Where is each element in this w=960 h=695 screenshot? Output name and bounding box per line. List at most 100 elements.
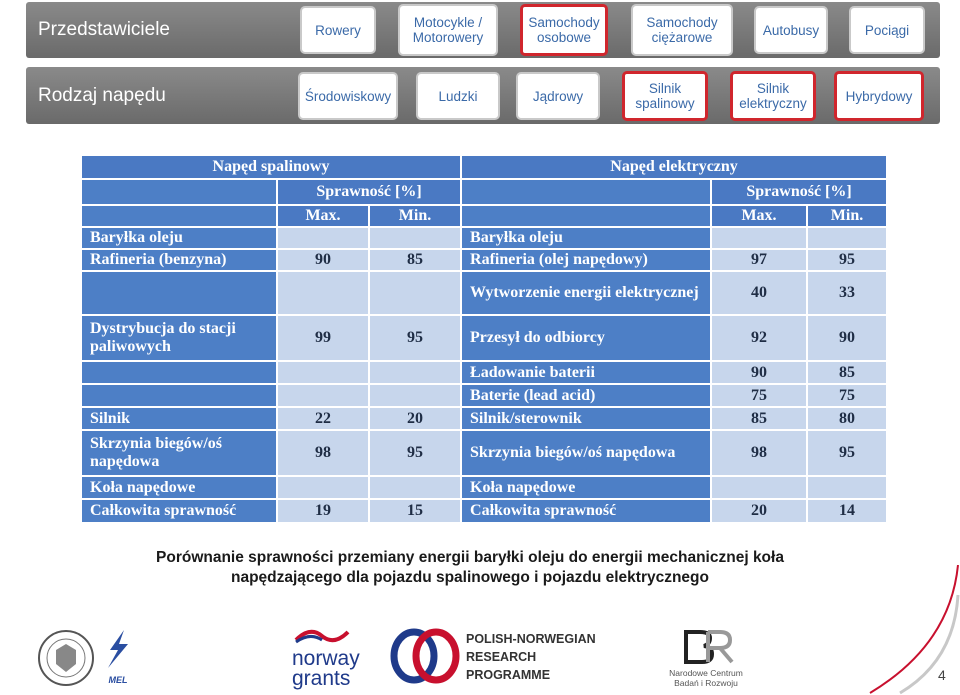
value-cell: 80 [806, 406, 889, 431]
row-label-left: Dystrybucja do stacji paliwowych [80, 314, 278, 362]
ncbr-line1: Narodowe Centrum [669, 668, 743, 678]
value-cell: 95 [367, 429, 463, 477]
page-number: 4 [938, 667, 946, 683]
norway-grants-swoosh-icon [294, 629, 350, 644]
nav-button-samochody-ciezarowe[interactable]: Samochody ciężarowe [631, 4, 733, 56]
pnrp-line2: RESEARCH [466, 650, 537, 664]
row-label-right: Skrzynia biegów/oś napędowa [460, 429, 713, 477]
value-cell: 22 [276, 406, 370, 431]
value-cell: 85 [367, 248, 463, 272]
ncbr-line2: Badań i Rozwoju [674, 678, 738, 688]
nav-button-hybrydowy[interactable]: Hybrydowy [834, 71, 924, 121]
row-label-left [80, 360, 278, 385]
table-row: Całkowita sprawność 19 15 Całkowita spra… [80, 498, 889, 524]
row-label-right: Baterie (lead acid) [460, 383, 713, 408]
table-row: Koła napędowe Koła napędowe [80, 475, 889, 500]
header-efficiency-left: Sprawność [%] [275, 178, 463, 206]
value-cell [806, 475, 889, 500]
value-cell [710, 226, 809, 250]
table-row: Rafineria (benzyna) 90 85 Rafineria (ole… [80, 248, 889, 272]
value-cell: 90 [806, 314, 889, 362]
value-cell: 98 [710, 429, 809, 477]
row-label-right: Rafineria (olej napędowy) [460, 248, 713, 272]
nav-button-samochody-osobowe[interactable]: Samochody osobowe [520, 4, 608, 56]
mel-logo: MEL [100, 628, 136, 685]
nav-button-rowery[interactable]: Rowery [300, 6, 376, 54]
row-label-right: Koła napędowe [460, 475, 713, 500]
mel-logo-text: MEL [108, 675, 128, 685]
value-cell: 15 [367, 498, 463, 524]
header-combustion: Napęd spalinowy [79, 154, 463, 180]
pnrp-line1: POLISH-NORWEGIAN [466, 632, 596, 646]
value-cell [276, 360, 370, 385]
nav-button-jadrowy[interactable]: Jądrowy [516, 72, 600, 120]
nav-button-ludzki[interactable]: Ludzki [416, 72, 500, 120]
row-label-right: Przesył do odbiorcy [460, 314, 713, 362]
header-min-left: Min. [367, 204, 463, 228]
nav-button-autobusy[interactable]: Autobusy [754, 6, 828, 54]
norway-text: norway [292, 647, 360, 670]
value-cell [806, 226, 889, 250]
pnrp-rings-icon [390, 628, 460, 684]
table-row: Baterie (lead acid) 75 75 [80, 383, 889, 408]
ncbr-br-logo-icon [684, 630, 734, 664]
nav-bar-representatives: Przedstawiciele Rowery Motocykle / Motor… [26, 2, 940, 58]
value-cell [276, 270, 370, 316]
university-seal-icon [38, 630, 94, 686]
value-cell: 75 [710, 383, 809, 408]
table-row: Silnik 22 20 Silnik/sterownik 85 80 [80, 406, 889, 431]
row-label-left: Rafineria (benzyna) [80, 248, 278, 272]
nav-button-motocykle[interactable]: Motocykle / Motorowery [398, 4, 498, 56]
value-cell [367, 383, 463, 408]
pnrp-line3: PROGRAMME [466, 668, 551, 682]
ncbr-logo-text: Narodowe Centrum Badań i Rozwoju [656, 668, 756, 688]
blank-cell [460, 204, 713, 228]
value-cell [710, 475, 809, 500]
pnrp-logo-text: POLISH-NORWEGIAN RESEARCH PROGRAMME [466, 630, 606, 684]
value-cell [276, 226, 370, 250]
nav-title-drive-type: Rodzaj napędu [38, 84, 166, 106]
table-row: Skrzynia biegów/oś napędowa 98 95 Skrzyn… [80, 429, 889, 477]
blank-cell [460, 178, 713, 206]
norway-grants-logo: norway grants [292, 626, 382, 690]
value-cell [276, 475, 370, 500]
value-cell: 95 [806, 429, 889, 477]
value-cell: 20 [367, 406, 463, 431]
value-cell: 14 [806, 498, 889, 524]
row-label-right: Ładowanie baterii [460, 360, 713, 385]
row-label-left [80, 383, 278, 408]
nav-button-srodowiskowy[interactable]: Środowiskowy [298, 72, 398, 120]
nav-button-silnik-spalinowy[interactable]: Silnik spalinowy [622, 71, 708, 121]
value-cell: 40 [710, 270, 809, 316]
nav-bar-drive-type: Rodzaj napędu Środowiskowy Ludzki Jądrow… [26, 67, 940, 124]
value-cell: 85 [710, 406, 809, 431]
header-efficiency-right: Sprawność [%] [710, 178, 889, 206]
value-cell: 95 [367, 314, 463, 362]
row-label-left [80, 270, 278, 316]
value-cell: 19 [276, 498, 370, 524]
row-label-right: Wytworzenie energii elektrycznej [460, 270, 713, 316]
row-label-left: Baryłka oleju [80, 226, 278, 250]
value-cell [276, 383, 370, 408]
value-cell: 20 [710, 498, 809, 524]
nav-button-silnik-elektryczny[interactable]: Silnik elektryczny [730, 71, 816, 121]
header-max-right: Max. [710, 204, 809, 228]
value-cell: 85 [806, 360, 889, 385]
value-cell: 92 [710, 314, 809, 362]
nav-title-representatives: Przedstawiciele [38, 19, 170, 40]
table-row: Baryłka oleju Baryłka oleju [80, 226, 889, 250]
value-cell [367, 226, 463, 250]
blank-cell [80, 204, 278, 228]
value-cell: 95 [806, 248, 889, 272]
header-max-left: Max. [276, 204, 370, 228]
header-min-right: Min. [806, 204, 889, 228]
row-label-left: Koła napędowe [80, 475, 278, 500]
value-cell: 33 [806, 270, 889, 316]
row-label-right: Całkowita sprawność [460, 498, 713, 524]
nav-button-pociagi[interactable]: Pociągi [849, 6, 925, 54]
table-row: Dystrybucja do stacji paliwowych 99 95 P… [80, 314, 889, 362]
value-cell [367, 270, 463, 316]
value-cell [367, 475, 463, 500]
grants-text: grants [292, 667, 351, 690]
value-cell: 90 [710, 360, 809, 385]
